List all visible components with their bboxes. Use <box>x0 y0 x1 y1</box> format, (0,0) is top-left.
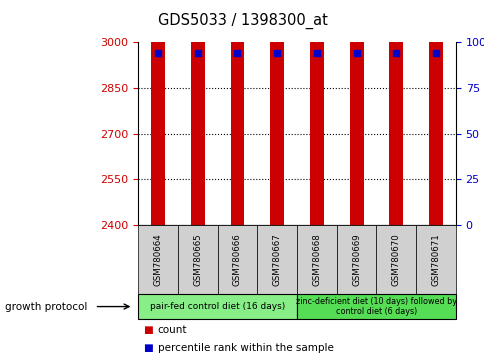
Bar <box>428 0 442 225</box>
Text: count: count <box>157 325 187 335</box>
Bar <box>270 0 284 225</box>
Text: growth protocol: growth protocol <box>5 302 87 312</box>
Bar <box>309 0 323 225</box>
Text: percentile rank within the sample: percentile rank within the sample <box>157 343 333 353</box>
Text: GSM780664: GSM780664 <box>153 233 162 286</box>
Text: GSM780670: GSM780670 <box>391 233 400 286</box>
Text: ■: ■ <box>143 325 152 335</box>
Bar <box>190 0 204 225</box>
Text: zinc-deficient diet (10 days) followed by
control diet (6 days): zinc-deficient diet (10 days) followed b… <box>295 297 456 316</box>
Text: GSM780671: GSM780671 <box>431 233 439 286</box>
Text: GSM780668: GSM780668 <box>312 233 321 286</box>
Text: ■: ■ <box>143 343 152 353</box>
Text: GSM780669: GSM780669 <box>351 233 361 286</box>
Text: GDS5033 / 1398300_at: GDS5033 / 1398300_at <box>157 12 327 29</box>
Text: GSM780665: GSM780665 <box>193 233 202 286</box>
Bar <box>389 0 403 225</box>
Bar <box>151 0 165 225</box>
Bar <box>230 0 244 225</box>
Text: GSM780667: GSM780667 <box>272 233 281 286</box>
Bar <box>349 0 363 225</box>
Text: GSM780666: GSM780666 <box>232 233 242 286</box>
Text: pair-fed control diet (16 days): pair-fed control diet (16 days) <box>150 302 285 311</box>
